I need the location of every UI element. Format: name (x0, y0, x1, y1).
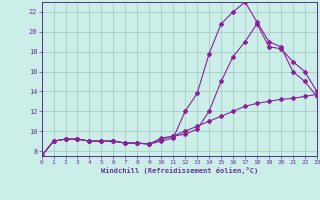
X-axis label: Windchill (Refroidissement éolien,°C): Windchill (Refroidissement éolien,°C) (100, 167, 258, 174)
